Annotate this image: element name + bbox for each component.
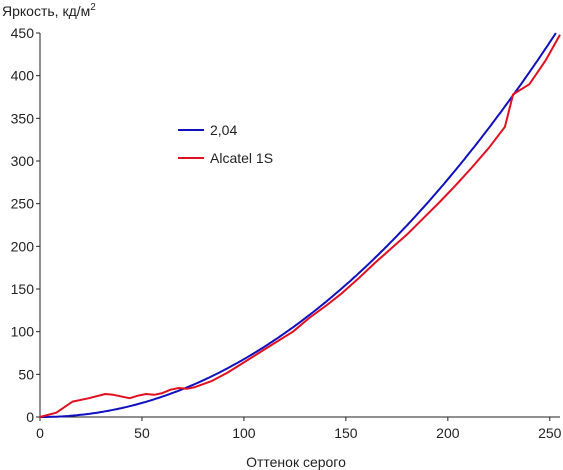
plot-lines xyxy=(39,32,561,418)
y-tick-label: 200 xyxy=(11,238,35,254)
x-axis-title: Оттенок серого xyxy=(246,454,346,470)
x-tick-label: 150 xyxy=(334,425,358,441)
y-tick-label: 150 xyxy=(11,281,35,297)
x-tick-label: 250 xyxy=(538,425,562,441)
y-tick-label: 50 xyxy=(18,366,34,382)
y-tick-label: 450 xyxy=(11,25,35,41)
x-tick-label: 200 xyxy=(436,425,460,441)
series-line-gamma-2-04 xyxy=(40,32,557,418)
x-tick-label: 50 xyxy=(134,425,150,441)
y-tick-label: 300 xyxy=(11,153,35,169)
axes: 0 50 100 150 200 250 300 350 400 450 0 50 100 150 200 2… xyxy=(11,25,562,441)
y-tick-label: 400 xyxy=(11,68,35,84)
y-axis-title-text: Яркость, кд/м xyxy=(2,3,90,19)
x-tick-label: 0 xyxy=(36,425,44,441)
legend-label: Alcatel 1S xyxy=(210,150,273,166)
legend: 2,04 Alcatel 1S xyxy=(178,122,273,166)
y-axis-title-superscript: 2 xyxy=(90,2,96,13)
x-tick-label: 100 xyxy=(232,425,256,441)
y-tick-label: 350 xyxy=(11,110,35,126)
y-tick-label: 0 xyxy=(26,409,34,425)
y-tick-label: 250 xyxy=(11,196,35,212)
y-axis-title: Яркость, кд/м2 xyxy=(2,2,96,19)
legend-label: 2,04 xyxy=(210,122,237,138)
series-line-alcatel-1s xyxy=(39,34,561,418)
y-tick-label: 100 xyxy=(11,324,35,340)
